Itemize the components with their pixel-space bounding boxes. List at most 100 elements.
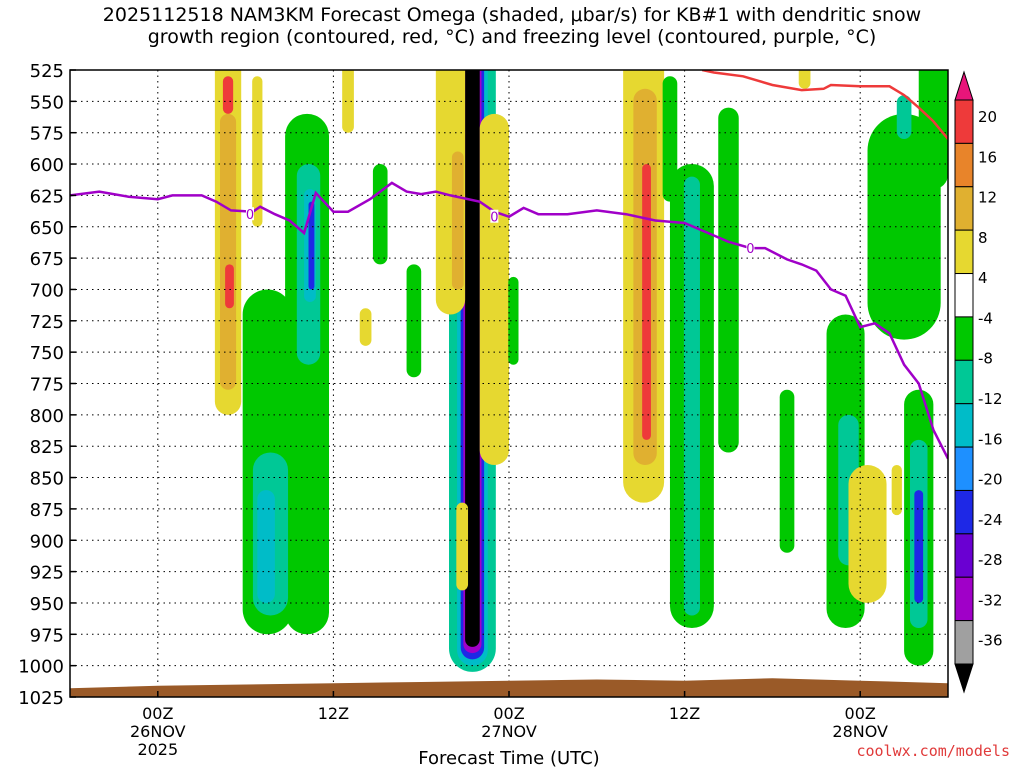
colorbar-bin-6 bbox=[954, 359, 974, 405]
y-tick-label-12: 825 bbox=[30, 437, 64, 458]
x-tick-label-2-0: 00Z bbox=[493, 704, 524, 723]
colorbar-bin-9 bbox=[954, 489, 974, 535]
y-tick-label-5: 650 bbox=[30, 218, 64, 239]
colorbar-top-arrow bbox=[954, 70, 974, 101]
freezing-label-bg-0 bbox=[245, 207, 254, 221]
freezing-level-label-0: 0 bbox=[246, 208, 254, 223]
freezing-label-bg-1 bbox=[490, 209, 499, 223]
y-tick-label-6: 675 bbox=[30, 249, 64, 270]
y-tick-label-14: 875 bbox=[30, 500, 64, 521]
chart-title-line-2: growth region (contoured, red, °C) and f… bbox=[147, 26, 877, 48]
colorbar-label-6: -8 bbox=[978, 350, 993, 368]
omega-cell-25 bbox=[508, 276, 519, 365]
x-tick-label-0-0: 00Z bbox=[142, 704, 173, 723]
colorbar-label-10: -24 bbox=[978, 511, 1003, 529]
x-tick-label-4-0: 00Z bbox=[845, 704, 876, 723]
omega-cell-20 bbox=[451, 151, 464, 290]
colorbar-bin-11 bbox=[954, 576, 974, 622]
omega-cell-39 bbox=[918, 70, 948, 190]
omega-cell-4 bbox=[465, 70, 480, 647]
terrain-fill bbox=[70, 678, 948, 697]
colorbar-bin-7 bbox=[954, 403, 974, 448]
colorbar-label-9: -20 bbox=[978, 471, 1003, 489]
colorbar-label-4: 4 bbox=[978, 269, 988, 287]
colorbar-label-7: -12 bbox=[978, 390, 1003, 408]
omega-cell-44 bbox=[891, 465, 902, 516]
y-tick-label-17: 950 bbox=[30, 594, 64, 615]
colorbar-bin-10 bbox=[954, 533, 974, 578]
colorbar-bin-12 bbox=[954, 620, 974, 665]
omega-cell-34 bbox=[798, 70, 811, 89]
omega-cell-6 bbox=[219, 113, 237, 390]
omega-cell-18 bbox=[372, 164, 388, 265]
colorbar-label-11: -28 bbox=[978, 551, 1003, 569]
y-tick-label-15: 900 bbox=[30, 531, 64, 552]
x-tick-label-1-0: 12Z bbox=[318, 704, 349, 723]
colorbar-label-2: 12 bbox=[978, 189, 997, 207]
y-tick-label-2: 575 bbox=[30, 124, 64, 145]
omega-cell-22 bbox=[406, 264, 422, 378]
omega-cell-16 bbox=[257, 490, 275, 603]
colorbar-label-12: -32 bbox=[978, 591, 1003, 609]
colorbar-bin-3 bbox=[954, 229, 974, 275]
colorbar-label-8: -16 bbox=[978, 430, 1003, 448]
omega-cell-32 bbox=[718, 107, 739, 453]
y-tick-label-16: 925 bbox=[30, 563, 64, 584]
colorbar-bin-4 bbox=[954, 273, 974, 318]
omega-cell-33 bbox=[779, 389, 795, 553]
x-tick-label-4-1: 28NOV bbox=[832, 722, 888, 741]
omega-cell-24 bbox=[456, 502, 469, 591]
omega-cell-31 bbox=[683, 176, 700, 616]
y-tick-label-8: 725 bbox=[30, 312, 64, 333]
chart-title: 2025112518 NAM3KM Forecast Omega (shaded… bbox=[0, 4, 1024, 48]
terrain-area bbox=[70, 678, 948, 697]
omega-cell-43 bbox=[914, 490, 924, 603]
omega-cell-23 bbox=[359, 308, 372, 346]
y-tick-label-1: 550 bbox=[30, 92, 64, 113]
colorbar-bin-2 bbox=[954, 186, 974, 231]
omega-cell-7 bbox=[222, 76, 234, 114]
colorbar-bin-8 bbox=[954, 446, 974, 491]
omega-shading bbox=[214, 70, 948, 672]
colorbar-bin-1 bbox=[954, 142, 974, 188]
y-tick-label-18: 975 bbox=[30, 625, 64, 646]
y-tick-label-4: 625 bbox=[30, 186, 64, 207]
omega-cell-28 bbox=[642, 164, 651, 440]
colorbar-label-13: -36 bbox=[978, 632, 1003, 650]
y-tick-label-0: 525 bbox=[30, 61, 64, 82]
grid-lines bbox=[70, 69, 948, 698]
colorbar-label-3: 8 bbox=[978, 229, 988, 247]
omega-cell-9 bbox=[252, 76, 263, 227]
y-tick-label-19: 1000 bbox=[18, 657, 64, 678]
x-tick-label-3-0: 12Z bbox=[669, 704, 700, 723]
x-tick-label-0-1: 26NOV bbox=[130, 722, 186, 741]
x-tick-label-0-2: 2025 bbox=[137, 740, 178, 759]
freezing-level-label-1: 0 bbox=[490, 211, 498, 226]
chart-title-line-1: 2025112518 NAM3KM Forecast Omega (shaded… bbox=[102, 4, 922, 26]
y-tick-label-3: 600 bbox=[30, 155, 64, 176]
colorbar-bin-0 bbox=[954, 99, 974, 144]
y-tick-label-13: 850 bbox=[30, 469, 64, 490]
y-tick-label-7: 700 bbox=[30, 280, 64, 301]
freezing-level-label-2: 0 bbox=[746, 242, 754, 257]
colorbar: 20 16 12 8 4 -4 -8 -12 -16 -20 -24 -28 -32 -36 bbox=[954, 70, 1003, 694]
y-tick-label-10: 775 bbox=[30, 375, 64, 396]
omega-cell-13 bbox=[308, 201, 315, 290]
x-tick-label-2-1: 27NOV bbox=[481, 722, 537, 741]
y-tick-label-9: 750 bbox=[30, 343, 64, 364]
omega-cell-29 bbox=[662, 76, 678, 202]
omega-cell-17 bbox=[342, 70, 354, 133]
x-axis-label: Forecast Time (UTC) bbox=[418, 748, 599, 768]
colorbar-label-1: 16 bbox=[978, 148, 997, 166]
omega-cell-40 bbox=[896, 95, 912, 139]
colorbar-label-5: -4 bbox=[978, 309, 993, 327]
omega-cell-8 bbox=[225, 264, 234, 309]
y-tick-label-11: 800 bbox=[30, 406, 64, 427]
colorbar-bin-5 bbox=[954, 316, 974, 361]
omega-cell-37 bbox=[848, 465, 887, 603]
colorbar-bottom-arrow bbox=[954, 663, 974, 694]
credit-text: coolwx.com/models bbox=[856, 742, 1010, 760]
colorbar-label-0: 20 bbox=[978, 108, 997, 126]
y-tick-label-20: 1025 bbox=[18, 688, 64, 709]
